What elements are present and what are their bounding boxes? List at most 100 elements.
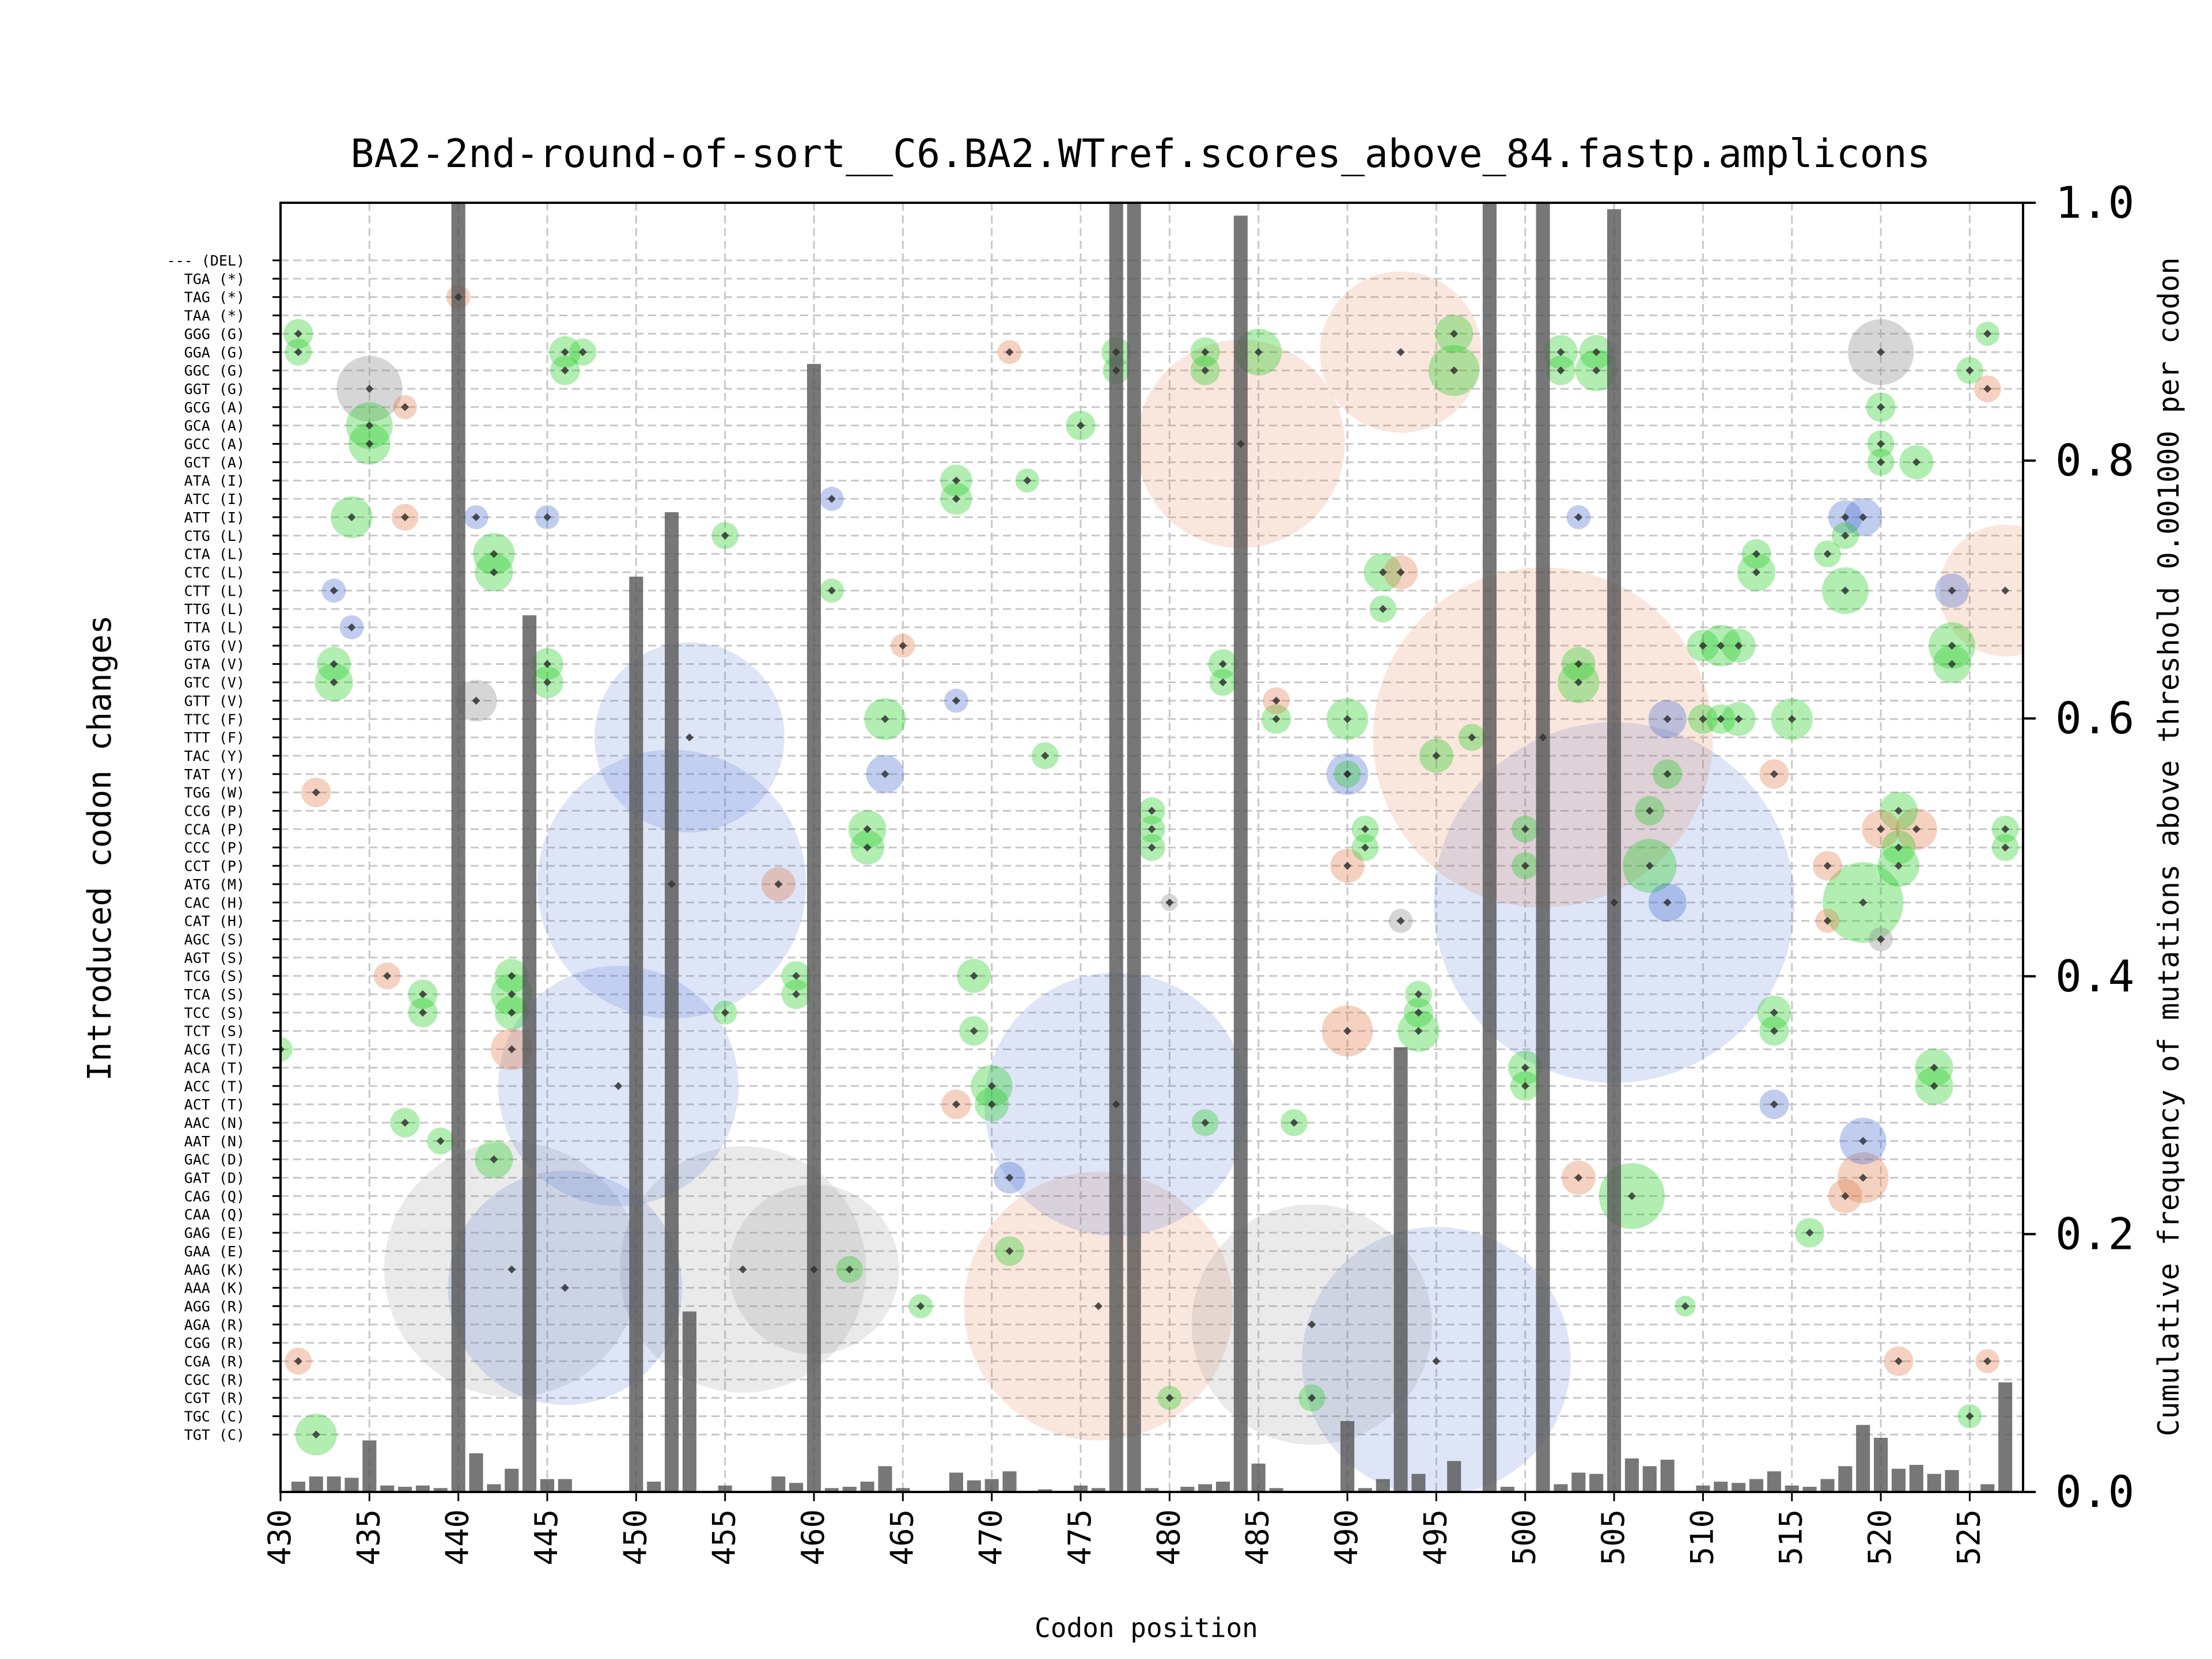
- mutation-marker: [1361, 825, 1369, 834]
- mutation-marker: [1414, 1027, 1423, 1035]
- codon-label: GCC (A): [184, 436, 245, 453]
- frequency-bar: [647, 1482, 661, 1492]
- codon-label: TTC (F): [184, 711, 245, 728]
- frequency-bar: [806, 363, 821, 1492]
- frequency-bar: [522, 615, 537, 1492]
- mutation-marker: [1343, 770, 1352, 778]
- y2-tick-label: 0.0: [2055, 1466, 2134, 1517]
- codon-label: CGT (R): [184, 1390, 245, 1407]
- mutation-marker: [1770, 1100, 1778, 1109]
- mutation-marker: [1468, 733, 1476, 742]
- mutation-marker: [845, 1265, 854, 1274]
- mutation-marker: [987, 1100, 996, 1109]
- mutation-marker: [1823, 862, 1832, 870]
- frequency-bar: [1998, 1382, 2013, 1492]
- mutation-marker: [1112, 1100, 1120, 1109]
- codon-label: ATC (I): [184, 491, 245, 507]
- mutation-marker: [1343, 715, 1352, 724]
- bar-layer: [291, 203, 2013, 1492]
- codon-label: GTT (V): [184, 692, 245, 709]
- mutation-marker: [543, 660, 552, 668]
- mutation-marker: [1770, 770, 1778, 778]
- mutation-marker: [1201, 348, 1210, 357]
- codon-label: TCC (S): [184, 1005, 245, 1021]
- frequency-bar: [1696, 1485, 1710, 1492]
- frequency-bar: [1393, 1047, 1408, 1492]
- codon-label: CCT (P): [184, 858, 245, 874]
- mutation-marker: [1734, 715, 1743, 724]
- codon-label: CAA (Q): [184, 1206, 245, 1223]
- mutation-bubble: [1939, 525, 2023, 657]
- mutation-marker: [365, 440, 374, 448]
- frequency-bar: [771, 1476, 786, 1492]
- mutation-marker: [952, 696, 960, 705]
- frequency-bar: [1411, 1474, 1426, 1492]
- frequency-bar: [1802, 1487, 1817, 1492]
- codon-label: AAA (K): [184, 1280, 245, 1297]
- frequency-bar: [1180, 1487, 1195, 1492]
- codon-label: CAT (H): [184, 913, 245, 930]
- mutation-marker: [1592, 366, 1601, 375]
- mutation-marker: [1005, 1173, 1014, 1182]
- frequency-bar: [344, 1478, 359, 1492]
- codon-label: CAC (H): [184, 895, 245, 911]
- frequency-bar: [380, 1485, 395, 1492]
- mutation-marker: [329, 586, 338, 595]
- mutation-marker: [1877, 825, 1885, 834]
- mutation-marker: [490, 1155, 498, 1164]
- mutation-marker: [1645, 862, 1654, 870]
- codon-label: ATA (I): [184, 472, 245, 489]
- mutation-marker: [347, 623, 356, 631]
- mutation-marker: [1681, 1302, 1690, 1310]
- mutation-marker: [1308, 1393, 1316, 1402]
- mutation-marker: [1965, 366, 1974, 375]
- mutation-marker: [1717, 641, 1725, 650]
- frequency-bar: [1856, 1425, 1870, 1492]
- mutation-marker: [916, 1302, 925, 1310]
- mutation-marker: [1432, 1357, 1441, 1365]
- codon-label: CTT (L): [184, 582, 245, 599]
- mutation-marker: [401, 513, 410, 521]
- mutation-marker: [738, 1265, 747, 1274]
- codon-label: GGT (G): [184, 381, 245, 397]
- mutation-marker: [1343, 862, 1352, 870]
- x-tick-label: 455: [706, 1509, 743, 1566]
- mutation-marker: [1663, 715, 1672, 724]
- mutation-marker: [1983, 1357, 1992, 1365]
- frequency-bar: [984, 1479, 999, 1492]
- frequency-bar: [1215, 1482, 1230, 1492]
- frequency-bar: [949, 1472, 963, 1492]
- x-tick-label: 520: [1862, 1509, 1898, 1566]
- mutation-marker: [1396, 348, 1405, 357]
- axis-layer: --- (DEL) TGA (*) TAG (*) TAA (*)GGG (G) GGA…: [167, 177, 2135, 1566]
- frequency-bar: [362, 1440, 377, 1492]
- mutation-marker: [1894, 843, 1903, 852]
- y2-tick-label: 0.4: [2055, 950, 2134, 1002]
- mutation-marker: [1378, 568, 1387, 577]
- frequency-bar: [1714, 1482, 1728, 1492]
- mutation-marker: [383, 972, 392, 980]
- mutation-marker: [1894, 806, 1903, 815]
- mutation-marker: [1823, 550, 1832, 558]
- frequency-bar: [1909, 1465, 1923, 1492]
- mutation-marker: [1165, 898, 1174, 907]
- mutation-marker: [1912, 458, 1921, 467]
- mutation-marker: [1023, 476, 1032, 485]
- mutation-marker: [507, 972, 516, 980]
- codon-label: AGA (R): [184, 1316, 245, 1333]
- mutation-marker: [294, 1357, 302, 1365]
- codon-label: AAT (N): [184, 1133, 245, 1150]
- x-tick-label: 460: [795, 1509, 831, 1566]
- mutation-marker: [1948, 660, 1956, 668]
- mutation-marker: [1147, 843, 1156, 852]
- mutation-marker: [1272, 715, 1281, 724]
- mutation-marker: [507, 1008, 516, 1017]
- frequency-bar: [1536, 203, 1550, 1492]
- y2-axis-label: Cumulative frequency of mutations above …: [2152, 257, 2186, 1437]
- codon-label: GAA (E): [184, 1243, 245, 1260]
- x-tick-label: 480: [1150, 1509, 1187, 1566]
- codon-label: GTC (V): [184, 675, 245, 691]
- frequency-bar: [1073, 1485, 1088, 1492]
- frequency-bar: [327, 1476, 341, 1492]
